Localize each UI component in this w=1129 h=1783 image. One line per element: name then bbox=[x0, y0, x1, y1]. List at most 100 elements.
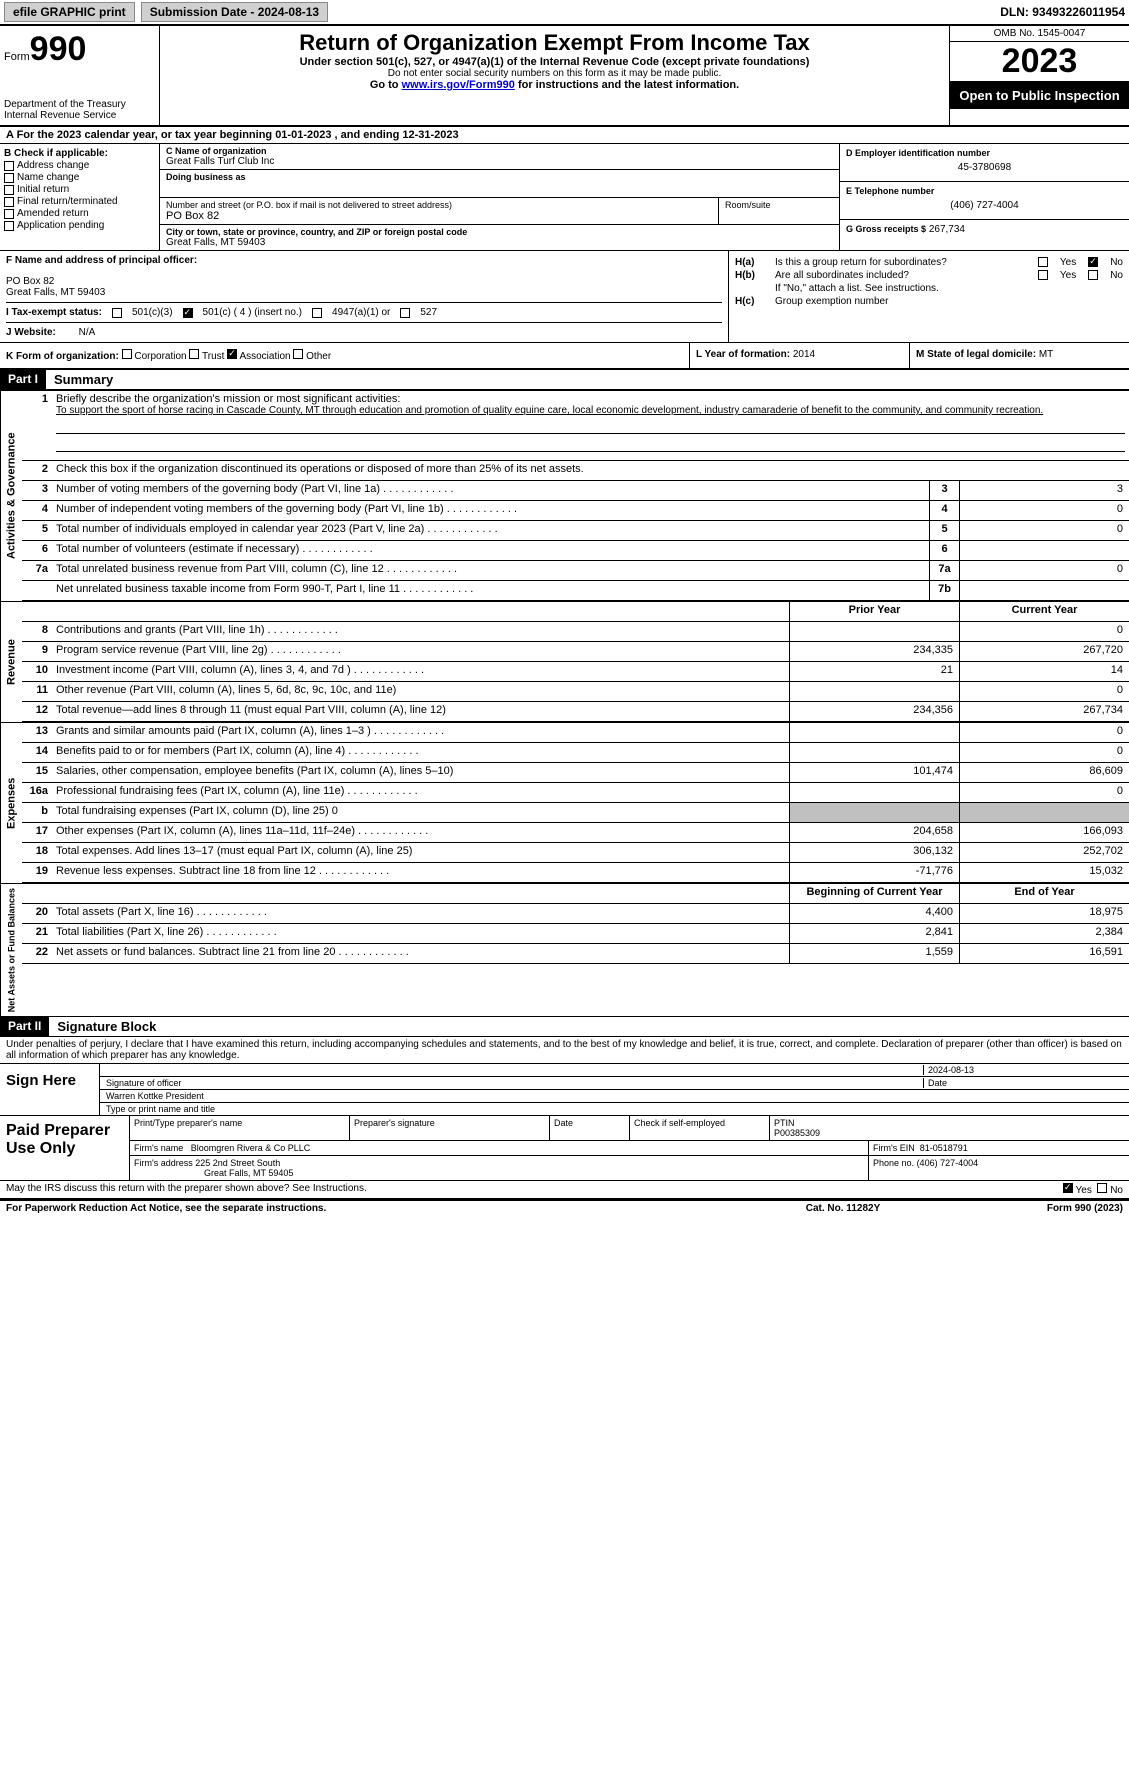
j-value: N/A bbox=[79, 327, 96, 338]
line-5: 5 Total number of individuals employed i… bbox=[22, 521, 1129, 541]
chk-501c3[interactable] bbox=[112, 308, 122, 318]
l7b-text: Net unrelated business taxable income fr… bbox=[56, 583, 473, 595]
l16a-text: Professional fundraising fees (Part IX, … bbox=[56, 785, 418, 797]
chk-other[interactable] bbox=[293, 349, 303, 359]
l3-val: 3 bbox=[959, 481, 1129, 500]
l15-text: Salaries, other compensation, employee b… bbox=[56, 765, 453, 777]
ha-yes[interactable] bbox=[1038, 257, 1048, 267]
l20-prior: 4,400 bbox=[789, 904, 959, 923]
form-subtitle: Under section 501(c), 527, or 4947(a)(1)… bbox=[168, 56, 941, 68]
lbl-4947: 4947(a)(1) or bbox=[332, 307, 390, 318]
submission-date: Submission Date - 2024-08-13 bbox=[141, 2, 328, 22]
line-14: 14Benefits paid to or for members (Part … bbox=[22, 743, 1129, 763]
line-1: 1 Briefly describe the organization's mi… bbox=[22, 391, 1129, 461]
l18-curr: 252,702 bbox=[959, 843, 1129, 862]
ha-no-lbl: No bbox=[1110, 257, 1123, 268]
sign-here-label: Sign Here bbox=[0, 1064, 100, 1115]
hc-text: Group exemption number bbox=[775, 296, 1123, 307]
firm-ein-label: Firm's EIN bbox=[873, 1143, 915, 1153]
chk-4947[interactable] bbox=[312, 308, 322, 318]
efile-button[interactable]: efile GRAPHIC print bbox=[4, 2, 135, 22]
line-22: 22Net assets or fund balances. Subtract … bbox=[22, 944, 1129, 964]
hdr-prior: Prior Year bbox=[789, 602, 959, 621]
chk-assoc[interactable] bbox=[227, 349, 237, 359]
chk-final[interactable] bbox=[4, 197, 14, 207]
l14-curr: 0 bbox=[959, 743, 1129, 762]
goto-post: for instructions and the latest informat… bbox=[515, 79, 739, 91]
irs-link[interactable]: www.irs.gov/Form990 bbox=[402, 79, 515, 91]
l8-curr: 0 bbox=[959, 622, 1129, 641]
line-17: 17Other expenses (Part IX, column (A), l… bbox=[22, 823, 1129, 843]
l6-val bbox=[959, 541, 1129, 560]
l6-text: Total number of volunteers (estimate if … bbox=[56, 543, 373, 555]
l-label: L Year of formation: bbox=[696, 349, 790, 360]
firm-name-label: Firm's name bbox=[134, 1143, 183, 1153]
dba-box: Doing business as bbox=[160, 170, 839, 198]
lbl-corp: Corporation bbox=[134, 351, 186, 362]
chk-amended[interactable] bbox=[4, 209, 14, 219]
chk-name[interactable] bbox=[4, 173, 14, 183]
j-label: J Website: bbox=[6, 327, 56, 338]
line-20: 20Total assets (Part X, line 16) 4,400 1… bbox=[22, 904, 1129, 924]
b-title: B Check if applicable: bbox=[4, 148, 155, 159]
ha-yes-lbl: Yes bbox=[1060, 257, 1076, 268]
part1-label: Part I bbox=[0, 370, 46, 389]
l9-curr: 267,720 bbox=[959, 642, 1129, 661]
hb-yes[interactable] bbox=[1038, 270, 1048, 280]
i-label: I Tax-exempt status: bbox=[6, 307, 102, 318]
l12-curr: 267,734 bbox=[959, 702, 1129, 721]
k-label: K Form of organization: bbox=[6, 351, 119, 362]
col-b-org-info: C Name of organization Great Falls Turf … bbox=[160, 144, 839, 250]
line-19: 19Revenue less expenses. Subtract line 1… bbox=[22, 863, 1129, 883]
l14-text: Benefits paid to or for members (Part IX… bbox=[56, 745, 419, 757]
prep-name-label: Print/Type preparer's name bbox=[130, 1116, 350, 1140]
l13-curr: 0 bbox=[959, 723, 1129, 742]
firm-phone: (406) 727-4004 bbox=[917, 1158, 979, 1168]
l16b-prior bbox=[789, 803, 959, 822]
chk-trust[interactable] bbox=[189, 349, 199, 359]
l19-text: Revenue less expenses. Subtract line 18 … bbox=[56, 865, 389, 877]
chk-initial[interactable] bbox=[4, 185, 14, 195]
l19-curr: 15,032 bbox=[959, 863, 1129, 882]
omb-number: OMB No. 1545-0047 bbox=[950, 26, 1129, 42]
l5-val: 0 bbox=[959, 521, 1129, 540]
line-12: 12Total revenue—add lines 8 through 11 (… bbox=[22, 702, 1129, 722]
hb-no[interactable] bbox=[1088, 270, 1098, 280]
l16b-curr bbox=[959, 803, 1129, 822]
date-label: Date bbox=[923, 1078, 1123, 1088]
l8-prior bbox=[789, 622, 959, 641]
goto-line: Go to www.irs.gov/Form990 for instructio… bbox=[168, 79, 941, 91]
sig-name: Warren Kottke President bbox=[106, 1091, 1123, 1101]
chk-amended-label: Amended return bbox=[17, 208, 89, 219]
dept-label: Department of the Treasury bbox=[4, 99, 155, 110]
chk-corp[interactable] bbox=[122, 349, 132, 359]
l15-prior: 101,474 bbox=[789, 763, 959, 782]
topbar: efile GRAPHIC print Submission Date - 20… bbox=[0, 0, 1129, 26]
discuss-no[interactable] bbox=[1097, 1183, 1107, 1193]
discuss-yes[interactable] bbox=[1063, 1183, 1073, 1193]
paid-preparer-row: Paid Preparer Use Only Print/Type prepar… bbox=[0, 1116, 1129, 1181]
chk-application[interactable] bbox=[4, 221, 14, 231]
form-of-org: K Form of organization: Corporation Trus… bbox=[0, 343, 689, 368]
ha-no[interactable] bbox=[1088, 257, 1098, 267]
ptin-value: P00385309 bbox=[774, 1128, 1125, 1138]
chk-501c[interactable] bbox=[183, 308, 193, 318]
principal-officer: F Name and address of principal officer:… bbox=[0, 251, 729, 342]
prep-check-label: Check if self-employed bbox=[634, 1118, 725, 1128]
m-label: M State of legal domicile: bbox=[916, 349, 1036, 360]
chk-address[interactable] bbox=[4, 161, 14, 171]
form-number: 990 bbox=[30, 30, 87, 68]
chk-527[interactable] bbox=[400, 308, 410, 318]
part2-header: Part II Signature Block bbox=[0, 1016, 1129, 1037]
dba-label: Doing business as bbox=[166, 172, 833, 182]
l17-curr: 166,093 bbox=[959, 823, 1129, 842]
part1-header: Part I Summary bbox=[0, 370, 1129, 390]
sig-officer-label: Signature of officer bbox=[106, 1078, 923, 1088]
l9-prior: 234,335 bbox=[789, 642, 959, 661]
l11-text: Other revenue (Part VIII, column (A), li… bbox=[56, 684, 396, 696]
l20-curr: 18,975 bbox=[959, 904, 1129, 923]
header-center: Return of Organization Exempt From Incom… bbox=[160, 26, 949, 125]
l4-val: 0 bbox=[959, 501, 1129, 520]
hdr-end: End of Year bbox=[959, 884, 1129, 903]
gross-box: G Gross receipts $ 267,734 bbox=[840, 220, 1129, 239]
